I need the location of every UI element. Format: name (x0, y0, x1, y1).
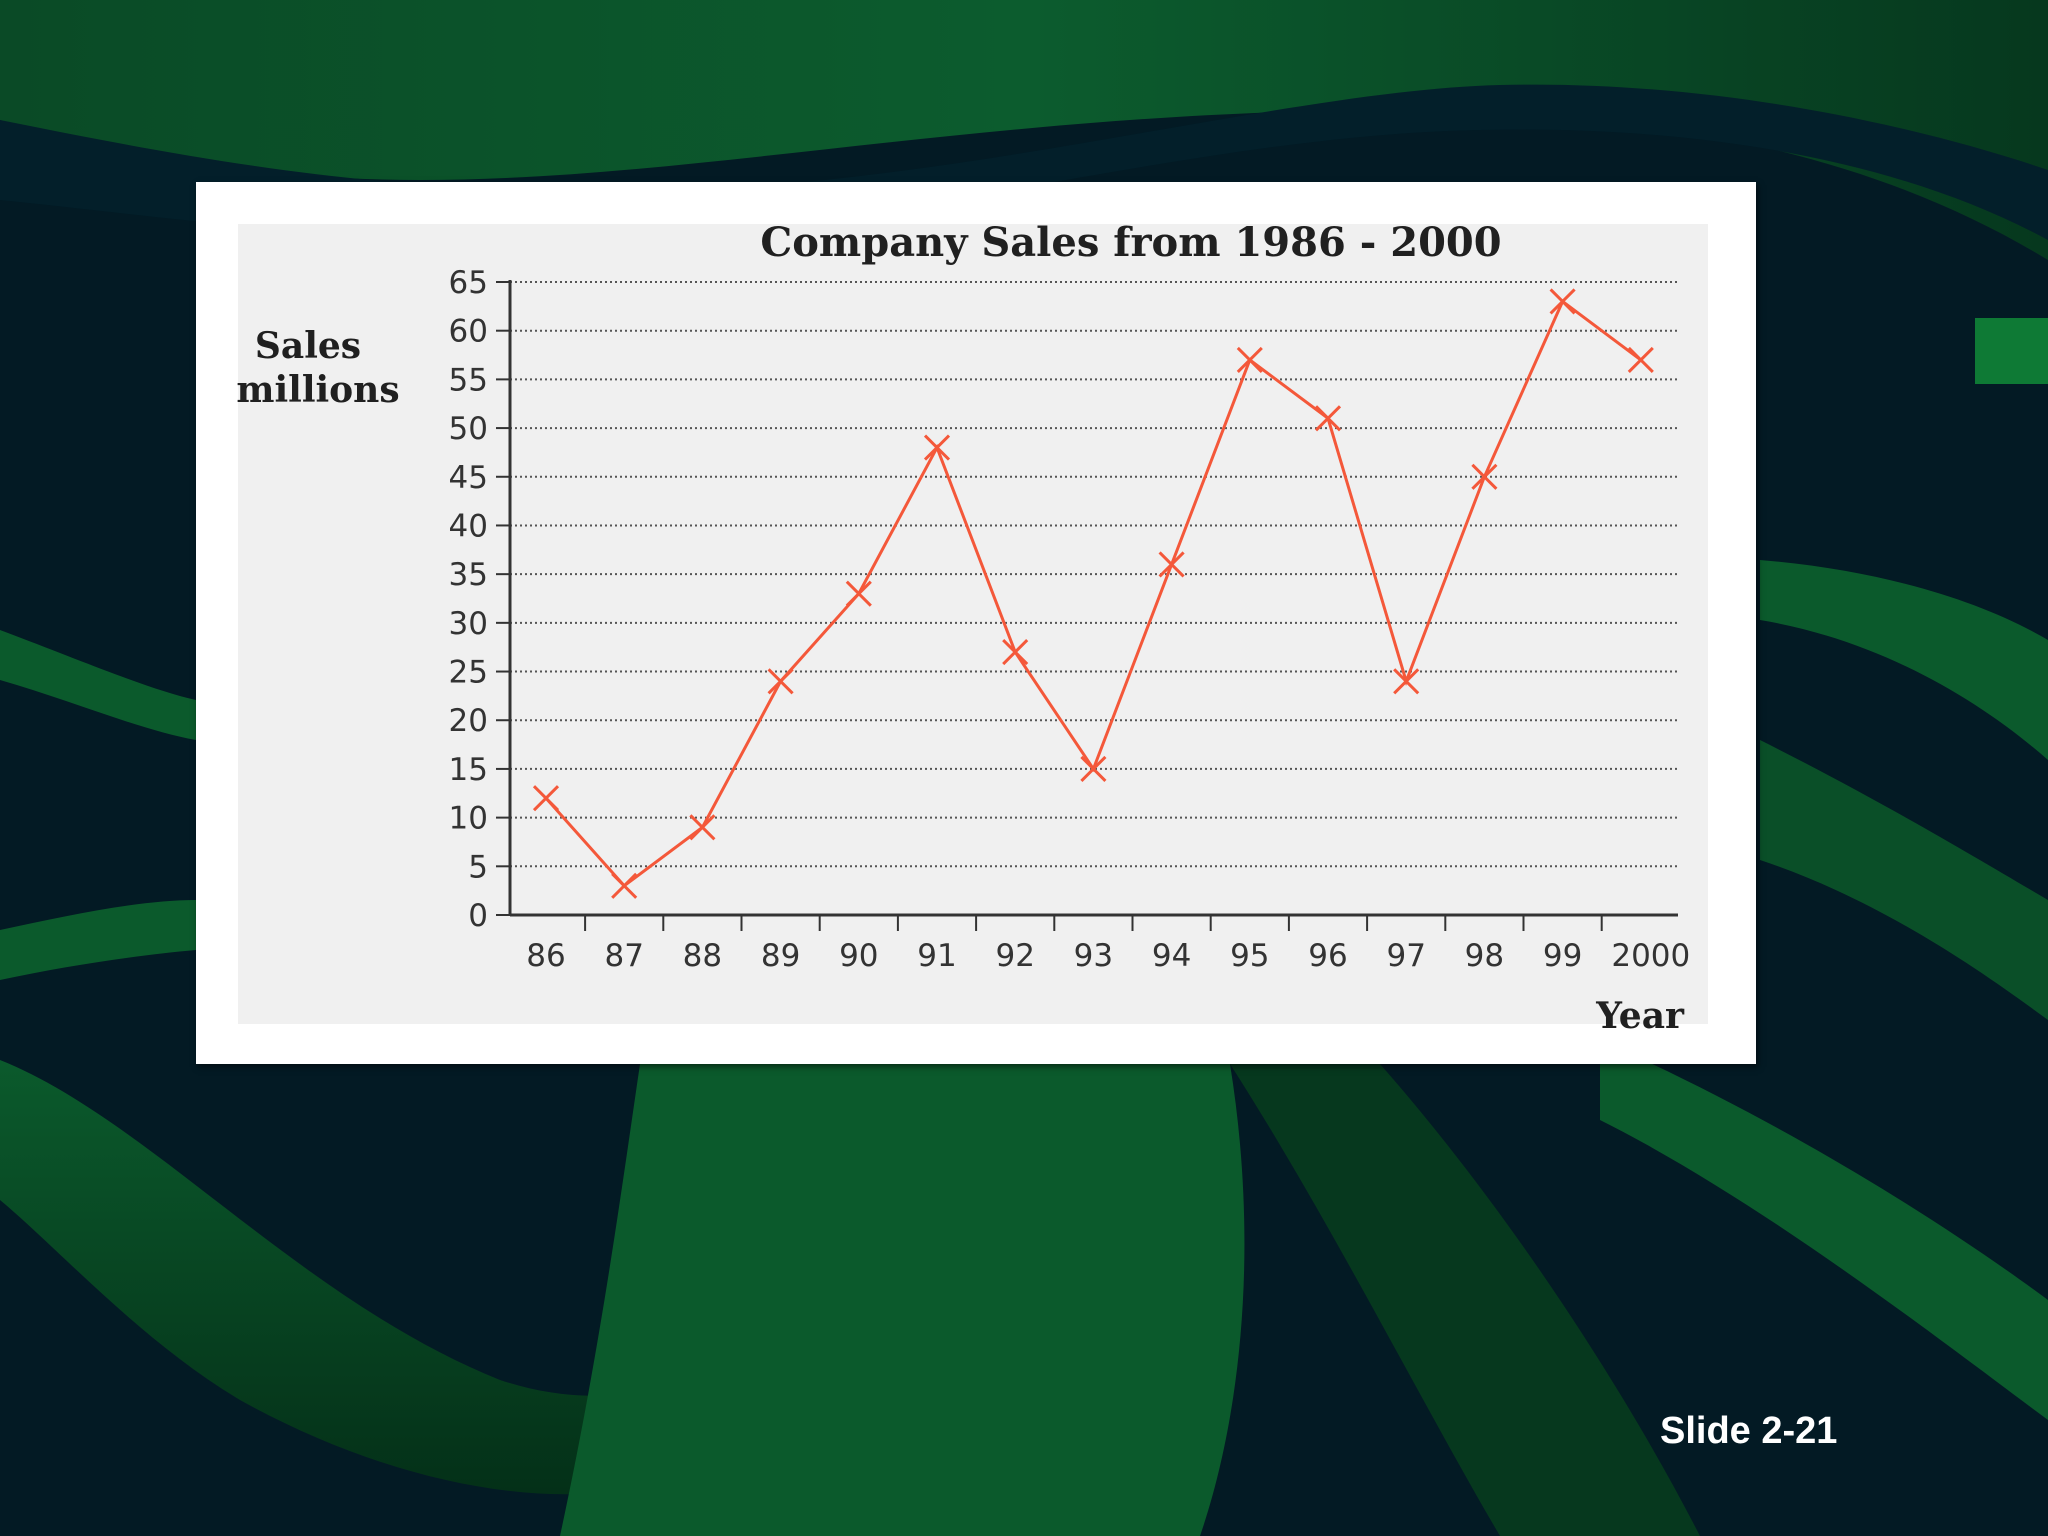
data-point-marker (689, 814, 716, 841)
data-point-marker (611, 872, 638, 899)
marker-stroke (845, 580, 872, 607)
data-point-marker (845, 580, 872, 607)
x-tick-label: 99 (1543, 938, 1582, 974)
data-point-marker (1471, 463, 1498, 490)
data-point-marker (1393, 668, 1420, 695)
marker-stroke (1393, 668, 1420, 695)
data-point-marker (532, 785, 560, 812)
chart-title: Company Sales from 1986 - 2000 (760, 219, 1501, 266)
y-axis-label-line2: millions (236, 369, 399, 411)
marker-stroke (1471, 463, 1498, 490)
x-tick-label: 86 (526, 938, 565, 974)
y-tick-label: 15 (449, 752, 488, 788)
y-tick-label: 55 (449, 362, 488, 398)
x-tick-label: 95 (1230, 938, 1269, 974)
marker-stroke (1158, 551, 1185, 578)
x-tick-label: 92 (995, 938, 1034, 974)
y-tick-label: 65 (449, 265, 488, 301)
bg-swoosh-right-3 (1600, 1040, 2048, 1420)
x-tick-label: 97 (1386, 938, 1425, 974)
data-point-marker (1236, 346, 1263, 373)
x-axis-label: Year (1595, 995, 1685, 1037)
bg-swoosh-right-2 (1760, 740, 2048, 1020)
y-tick-label: 50 (449, 411, 488, 447)
x-tick-label: 90 (839, 938, 878, 974)
x-tick-label: 88 (683, 938, 722, 974)
chart-card: Company Sales from 1986 - 2000 Sales mil… (196, 182, 1756, 1064)
y-tick-label: 60 (449, 314, 488, 350)
marker-stroke (532, 785, 560, 812)
data-point-marker (1002, 639, 1029, 666)
x-tick-label: 91 (917, 938, 956, 974)
marker-stroke (1627, 346, 1654, 373)
x-tick-label: 96 (1308, 938, 1347, 974)
bg-swoosh-bottom-center (560, 1064, 1245, 1536)
bg-swoosh-left (0, 630, 196, 740)
y-tick-label: 20 (449, 703, 488, 739)
bg-swoosh-top (0, 0, 2048, 260)
x-tick-label: 2000 (1611, 938, 1690, 974)
y-tick-label: 35 (449, 557, 488, 593)
y-tick-label: 45 (449, 460, 488, 496)
bg-swoosh-bottom-right (1230, 1064, 1700, 1536)
x-tick-label: 93 (1074, 938, 1113, 974)
data-point-marker (923, 434, 951, 461)
marker-stroke (923, 434, 951, 461)
y-tick-label: 0 (468, 898, 488, 934)
data-point-marker (1549, 288, 1576, 315)
plot-background (238, 224, 1708, 1024)
x-tick-label: 87 (604, 938, 643, 974)
data-point-marker (1080, 755, 1107, 782)
y-tick-label: 40 (449, 508, 488, 544)
y-tick-label: 25 (449, 655, 488, 691)
marker-stroke (689, 814, 716, 841)
data-point-marker (1627, 346, 1654, 373)
y-tick-label: 10 (449, 801, 488, 837)
marker-stroke (1549, 288, 1576, 315)
bg-swoosh-left-2 (0, 900, 196, 980)
x-tick-label: 98 (1465, 938, 1504, 974)
bg-swoosh-right (1760, 560, 2048, 760)
y-tick-label: 5 (468, 849, 488, 885)
slide-number: Slide 2-21 (1660, 1410, 1838, 1452)
axes: 0 5 10 15 20 25 30 35 40 45 50 55 60 65 86 87 88 89 90 91 92… (449, 265, 1691, 974)
marker-stroke (1002, 639, 1029, 666)
data-point-marker (767, 668, 794, 695)
marker-stroke (1236, 346, 1263, 373)
marker-stroke (1080, 755, 1107, 782)
x-tick-label: 94 (1152, 938, 1191, 974)
line-chart: Company Sales from 1986 - 2000 Sales mil… (236, 219, 1708, 1037)
y-tick-label: 30 (449, 606, 488, 642)
bg-edge-highlight (1975, 318, 2048, 384)
x-tick-label: 89 (761, 938, 800, 974)
y-axis-label-line1: Sales (255, 325, 361, 367)
marker-stroke (611, 872, 638, 899)
marker-stroke (1314, 405, 1342, 432)
marker-stroke (767, 668, 794, 695)
data-point-marker (1314, 405, 1342, 432)
data-series (532, 288, 1654, 899)
data-point-marker (1158, 551, 1185, 578)
